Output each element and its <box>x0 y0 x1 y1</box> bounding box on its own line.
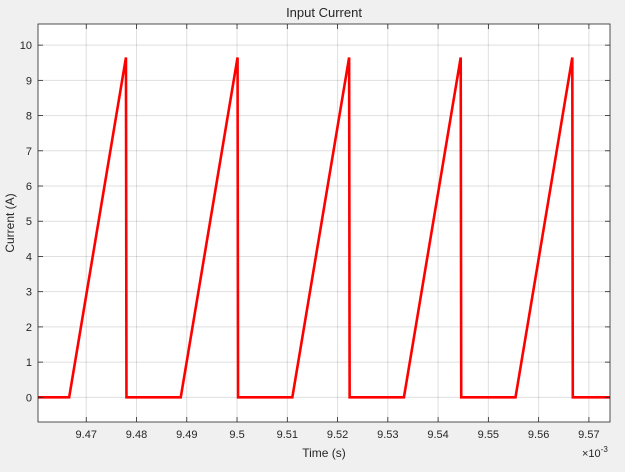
grid <box>38 24 610 422</box>
x-tick-label: 9.56 <box>528 429 549 441</box>
y-tick-label: 7 <box>26 146 32 158</box>
x-exponent-base: ×10 <box>582 448 601 460</box>
y-axis-label: Current (A) <box>3 193 17 252</box>
x-tick-label: 9.51 <box>277 429 298 441</box>
y-tick-label: 10 <box>20 40 32 52</box>
x-tick-label: 9.57 <box>578 429 599 441</box>
y-tick-label: 5 <box>26 216 32 228</box>
x-tick-label: 9.49 <box>176 429 197 441</box>
y-tick-label: 4 <box>26 251 32 263</box>
x-exponent: ×10-3 <box>582 445 608 460</box>
chart-title: Input Current <box>286 5 362 20</box>
x-tick-label: 9.5 <box>229 429 244 441</box>
x-tick-label: 9.48 <box>126 429 147 441</box>
y-tick-label: 3 <box>26 287 32 299</box>
x-tick-label: 9.55 <box>478 429 499 441</box>
y-tick-label: 9 <box>26 75 32 87</box>
ticks: 9.47 9.48 9.49 9.5 9.51 9.52 9.53 9.54 9.55 9.56 9… <box>20 24 610 441</box>
y-tick-label: 2 <box>26 322 32 334</box>
axes-box <box>37 23 611 423</box>
x-tick-label: 9.53 <box>377 429 398 441</box>
y-tick-label: 1 <box>26 357 32 369</box>
x-exponent-power: -3 <box>601 445 609 454</box>
current-series-line <box>38 57 610 399</box>
y-tick-label: 6 <box>26 181 32 193</box>
x-tick-label: 9.54 <box>427 429 448 441</box>
x-tick-label: 9.52 <box>327 429 348 441</box>
y-tick-label: 0 <box>26 392 32 404</box>
y-tick-label: 8 <box>26 111 32 123</box>
x-axis-label: Time (s) <box>302 446 346 460</box>
plot-area <box>38 24 610 422</box>
x-tick-label: 9.47 <box>76 429 97 441</box>
series-layer <box>38 57 610 399</box>
